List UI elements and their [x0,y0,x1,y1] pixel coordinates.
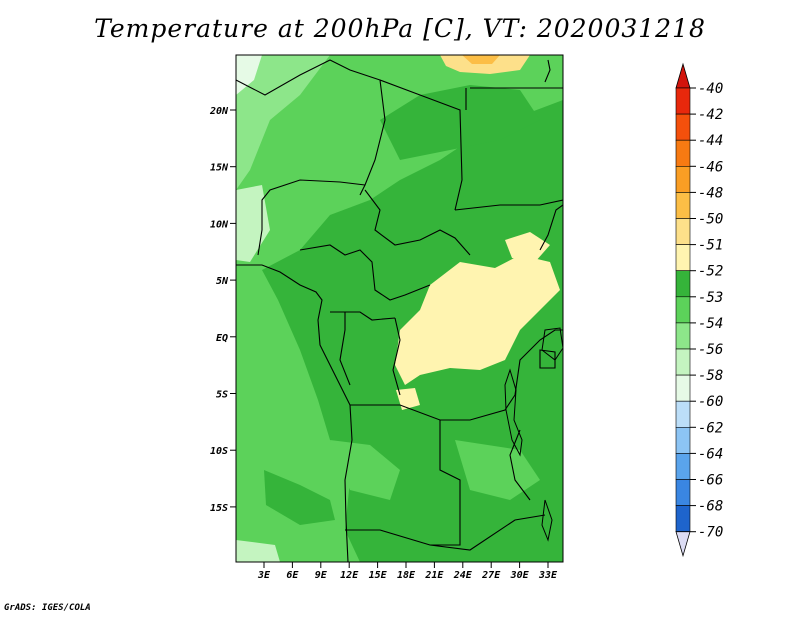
lat-label: 5S [216,390,228,401]
colorbar-swatch [675,296,691,324]
temperature-field [236,55,563,562]
colorbar-swatch [675,400,691,428]
field-light-sw [236,540,280,562]
colorbar-swatch [675,453,691,480]
colorbar-bottom-arrow [675,531,691,558]
colorbar-label: -53 [698,290,723,306]
colorbar-label: -62 [698,420,723,436]
lat-label: EQ [216,333,228,344]
colorbar-swatch [675,374,691,402]
colorbar-swatch [675,426,691,454]
colorbar-label: -40 [698,81,723,97]
colorbar-swatch [675,348,691,376]
field-warm-small-2 [396,388,420,410]
colorbar-label: -46 [698,159,723,175]
lon-label: 18E [397,570,416,581]
lon-label: 9E [315,570,328,581]
country-borders [236,59,563,551]
colorbar-label: -58 [698,368,723,384]
lake-tanganyika [504,368,523,457]
colorbar-swatch [675,192,691,219]
colorbar-label: -44 [698,133,723,149]
lon-label: 21E [424,570,444,581]
colorbar-swatch [675,218,691,245]
colorbar-label: -56 [698,342,723,358]
lon-label: 27E [481,570,501,581]
lon-label: 30E [510,570,530,581]
colorbar-top-arrow [675,62,691,89]
lat-label: 15S [210,503,228,514]
field-warm-small-1 [505,232,550,262]
field-warm-blob [395,255,560,385]
colorbar: -40 -42 -44 -46 -48 -50 -51 -52 -53 -54 -56 -58 -60 -… [675,62,723,558]
lon-label: 3E [257,570,271,581]
lake-malawi [541,499,553,542]
longitude-axis: 3E 6E 9E 12E 15E 18E 21E 24E 27E 30E 33E [257,562,558,581]
latitude-axis: 20N 15N 10N 5N EQ 5S 10S 15S [209,106,236,514]
colorbar-label: -50 [698,212,723,228]
coastline [236,264,353,562]
colorbar-swatch [675,166,691,193]
colorbar-label: -64 [698,446,723,462]
colorbar-label: -51 [698,238,723,254]
colorbar-swatch [675,479,691,506]
colorbar-label: -70 [698,525,723,541]
colorbar-label: -60 [698,394,723,410]
colorbar-swatch [675,244,691,272]
lat-label: 10N [210,219,229,230]
lat-label: 15N [210,163,229,174]
colorbar-label: -66 [698,473,723,489]
colorbar-label: -68 [698,499,723,515]
field-warmer-top [462,55,500,64]
lake-victoria [541,327,563,361]
colorbar-swatch [675,270,691,298]
map-frame [235,54,564,563]
lat-label: 5N [216,276,229,287]
colorbar-swatch [675,113,691,141]
field-patch-1 [330,440,400,500]
field-light-nw [236,55,330,190]
field-pale-corner [236,55,262,95]
colorbar-swatch [675,322,691,350]
field-dark-sw [264,470,335,525]
lon-label: 24E [453,570,473,581]
colorbar-swatch [675,505,691,533]
lat-label: 10S [210,446,228,457]
colorbar-label: -48 [698,185,723,201]
lat-label: 20N [209,106,229,117]
colorbar-swatch [675,87,691,115]
credit-label: GrADS: IGES/COLA [4,603,91,613]
lon-label: 33E [538,570,558,581]
field-warm-top [440,55,530,74]
colorbar-label: -52 [698,264,723,280]
lon-label: 6E [286,570,299,581]
lon-label: 15E [369,570,388,581]
lon-label: 12E [340,570,359,581]
colorbar-swatch [675,139,691,167]
colorbar-label: -42 [698,107,723,123]
chart-title: Temperature at 200hPa [C], VT: 202003121… [94,14,706,43]
colorbar-label: -54 [698,316,723,332]
